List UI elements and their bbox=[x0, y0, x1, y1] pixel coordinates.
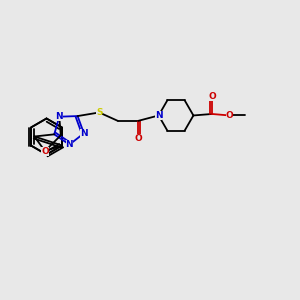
Text: N: N bbox=[155, 111, 162, 120]
Text: N: N bbox=[56, 112, 63, 121]
Text: N: N bbox=[66, 140, 73, 149]
Text: O: O bbox=[41, 147, 49, 156]
Text: S: S bbox=[96, 108, 103, 117]
Text: O: O bbox=[208, 92, 216, 101]
Text: N: N bbox=[80, 129, 88, 138]
Text: O: O bbox=[134, 134, 142, 143]
Text: O: O bbox=[226, 111, 233, 120]
